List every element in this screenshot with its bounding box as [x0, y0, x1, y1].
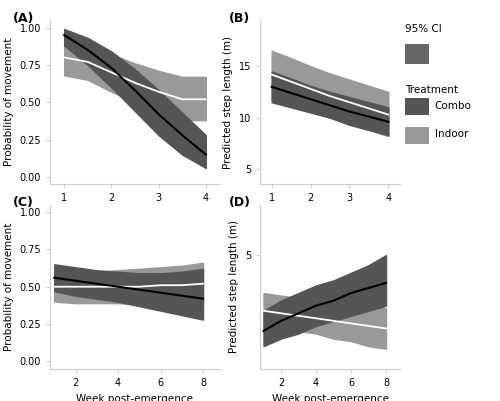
Bar — [405, 44, 429, 65]
Text: (D): (D) — [229, 196, 251, 209]
Text: (C): (C) — [12, 196, 34, 209]
Text: 95% CI: 95% CI — [405, 24, 442, 34]
Text: Combo: Combo — [435, 101, 472, 111]
Text: Treatment: Treatment — [405, 85, 458, 95]
Text: (A): (A) — [12, 12, 34, 25]
X-axis label: Week post-emergence: Week post-emergence — [272, 393, 388, 401]
Bar — [405, 127, 429, 144]
Bar — [405, 98, 429, 115]
Y-axis label: Probability of movement: Probability of movement — [4, 38, 14, 166]
X-axis label: Week post-release: Week post-release — [282, 209, 378, 219]
Text: Indoor: Indoor — [435, 130, 468, 140]
X-axis label: Week post-release: Week post-release — [87, 209, 183, 219]
X-axis label: Week post-emergence: Week post-emergence — [76, 393, 194, 401]
Y-axis label: Predicted step length (m): Predicted step length (m) — [223, 36, 233, 169]
Y-axis label: Predicted step length (m): Predicted step length (m) — [229, 220, 239, 353]
Text: (B): (B) — [229, 12, 250, 25]
Y-axis label: Probability of movement: Probability of movement — [4, 223, 14, 351]
